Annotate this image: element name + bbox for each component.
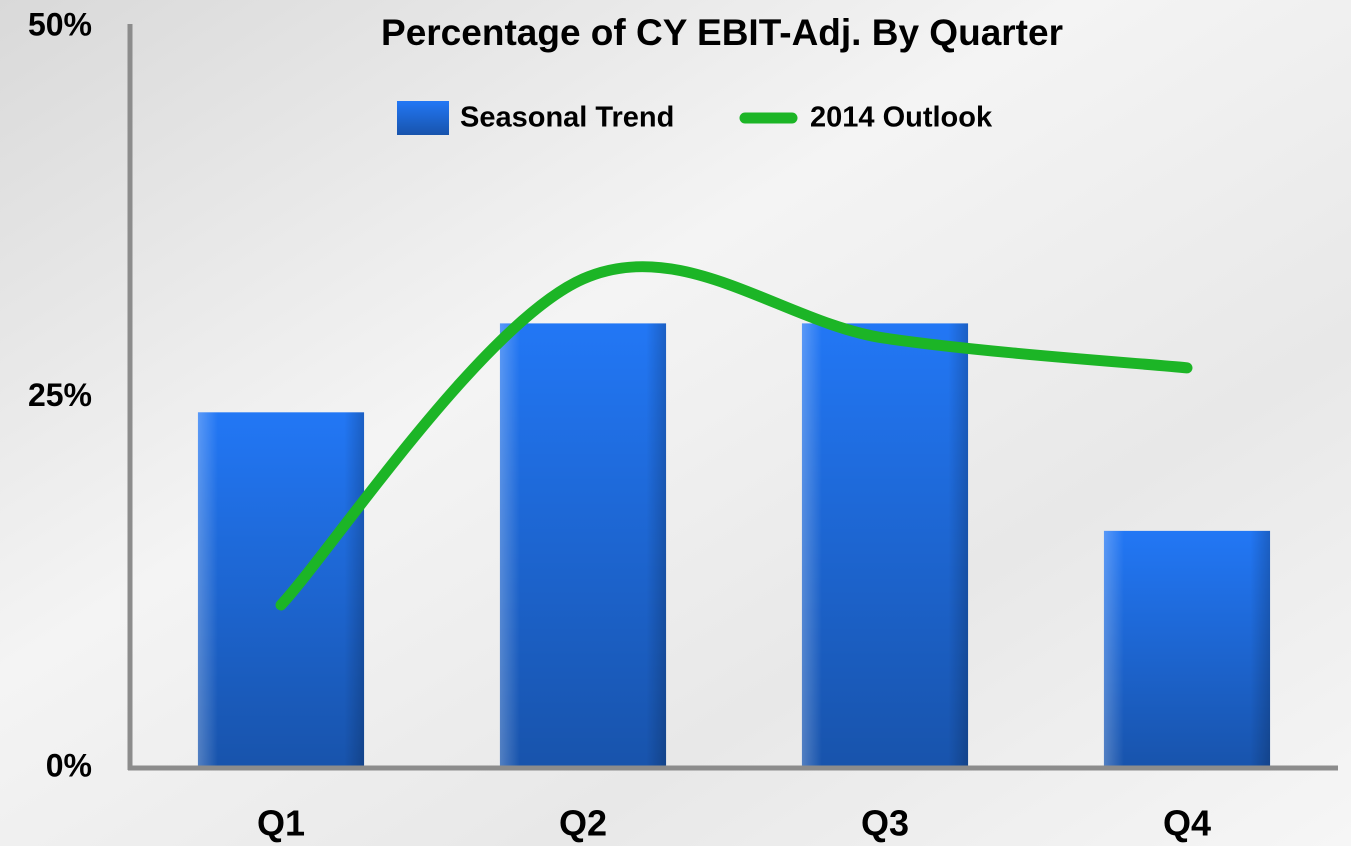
line xyxy=(275,261,1193,611)
y-tick-label: 50% xyxy=(28,6,92,42)
bar-edge xyxy=(1103,530,1271,768)
y-tick-label: 0% xyxy=(46,747,92,783)
x-tick-label: Q4 xyxy=(1163,803,1211,844)
bar-edge xyxy=(197,412,365,768)
legend-label: Seasonal Trend xyxy=(460,102,674,134)
bar-edge xyxy=(499,323,667,768)
legend-swatch-shade xyxy=(397,101,449,135)
chart-title: Percentage of CY EBIT-Adj. By Quarter xyxy=(381,12,1063,53)
x-tick-label: Q2 xyxy=(559,803,607,844)
x-tick-label: Q1 xyxy=(257,803,305,844)
plot-area xyxy=(197,261,1271,768)
y-tick-label: 25% xyxy=(28,377,92,413)
bar-edge xyxy=(801,323,969,768)
x-tick-label: Q3 xyxy=(861,803,909,844)
legend-label: 2014 Outlook xyxy=(810,102,993,134)
